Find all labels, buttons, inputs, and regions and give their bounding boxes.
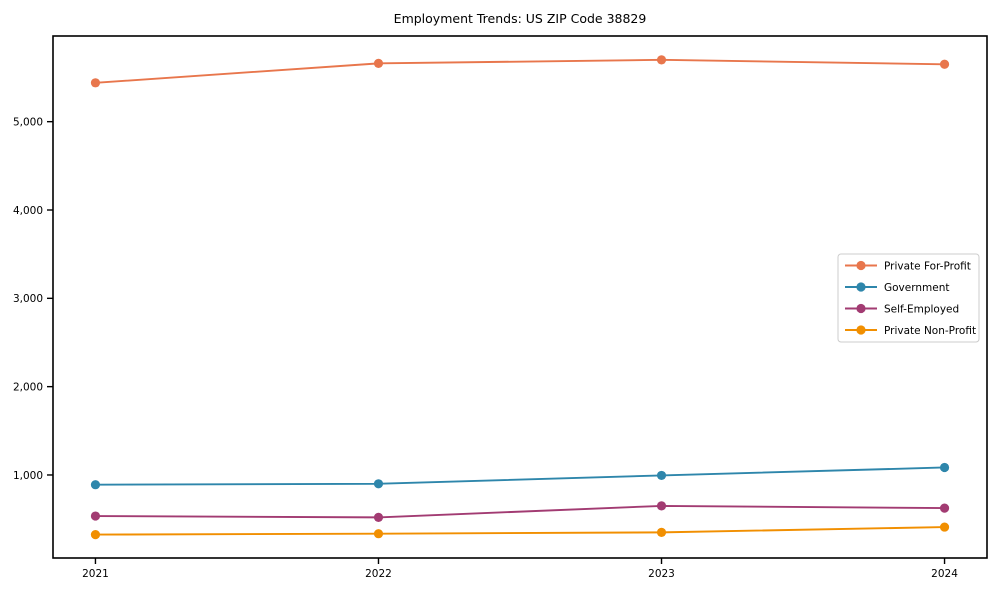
legend-marker-private-non-profit	[856, 325, 866, 335]
y-tick-label: 1,000	[13, 470, 43, 482]
data-point-private-non-profit-2021	[90, 529, 101, 540]
x-tick-label: 2022	[365, 568, 392, 580]
legend-label-self-employed: Self-Employed	[884, 303, 959, 315]
y-tick-label: 4,000	[13, 205, 43, 217]
series-line-government	[94, 466, 946, 486]
data-point-self-employed-2021	[90, 511, 101, 521]
data-point-government-2024	[939, 462, 950, 473]
legend-marker-government	[856, 282, 866, 292]
x-tick-label: 2021	[82, 568, 109, 580]
legend-label-private-non-profit: Private Non-Profit	[884, 325, 976, 337]
legend-label-government: Government	[884, 282, 949, 294]
legend-box	[837, 253, 980, 343]
y-tick-label: 2,000	[13, 381, 43, 393]
series-line-self-employed	[94, 504, 946, 519]
data-point-private-for-profit-2023	[656, 55, 667, 65]
legend-marker-private-for-profit	[856, 260, 866, 271]
legend-marker-self-employed	[856, 303, 866, 314]
data-point-self-employed-2024	[939, 503, 950, 513]
y-tick-label: 5,000	[13, 116, 43, 128]
legend-label-private-for-profit: Private For-Profit	[884, 260, 971, 272]
x-tick-label: 2023	[648, 568, 675, 580]
data-point-private-for-profit-2022	[373, 58, 384, 68]
chart-title: Employment Trends: US ZIP Code 38829	[394, 11, 647, 26]
data-point-private-for-profit-2021	[90, 78, 101, 88]
y-tick-label: 3,000	[13, 293, 43, 305]
series-line-private-non-profit	[94, 526, 946, 536]
data-point-government-2023	[656, 470, 667, 481]
data-point-private-non-profit-2022	[373, 529, 384, 539]
data-point-self-employed-2023	[656, 501, 667, 511]
plot-border	[52, 35, 988, 559]
data-point-government-2022	[373, 479, 384, 489]
data-point-self-employed-2022	[373, 512, 384, 522]
data-point-private-for-profit-2024	[939, 59, 950, 69]
data-point-private-non-profit-2023	[656, 527, 667, 537]
x-tick-label: 2024	[931, 568, 958, 580]
data-point-private-non-profit-2024	[939, 522, 950, 532]
series-line-private-for-profit	[94, 58, 946, 84]
data-point-government-2021	[90, 480, 101, 490]
